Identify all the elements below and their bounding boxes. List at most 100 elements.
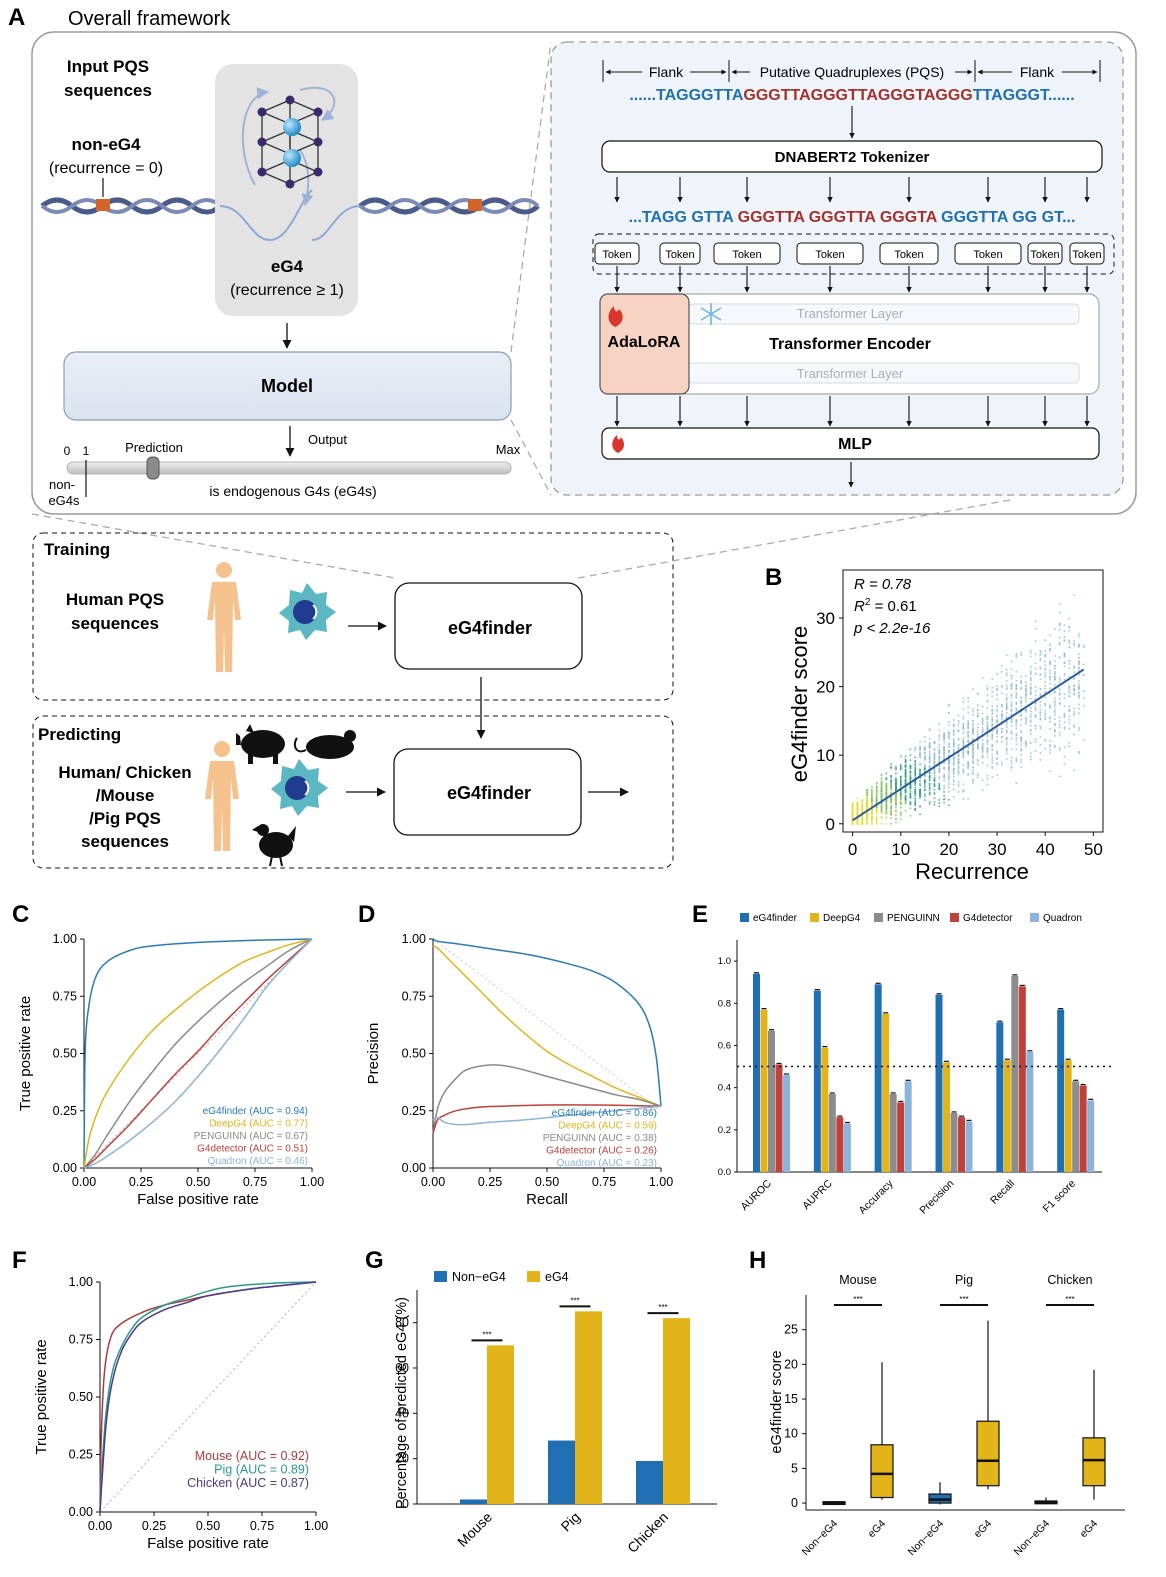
scatter-point [996,673,998,675]
token-text: GTTA [687,209,734,226]
scatter-point [866,816,868,819]
scatter-point [899,764,902,766]
scatter-point [933,777,936,779]
scatter-point [1054,679,1056,681]
scatter-point [948,760,950,763]
scatter-point [890,789,892,791]
x-group-label: Non−eG4 [800,1518,841,1559]
scatter-point [856,822,859,825]
scatter-point [972,688,974,690]
scatter-point [1015,757,1018,760]
scatter-point [1010,737,1013,740]
training-panel: Training Human PQS sequences eG4finder [31,499,1011,739]
y-tick-label: 15 [784,1392,798,1406]
y-tick-label: 1.00 [69,1275,93,1289]
scatter-point [885,785,888,788]
legend-entry: PENGUINN (AUC = 0.38) [543,1133,657,1144]
scatter-point [1010,660,1013,663]
scatter-point [957,761,960,763]
scatter-point [890,800,892,802]
scatter-point [957,759,960,761]
token-box-label: Token [665,249,694,261]
scatter-point [957,744,960,747]
flank-brackets [602,60,1101,82]
scatter-point [856,802,859,804]
scatter-point [1001,685,1003,688]
scatter-point [933,788,936,791]
scatter-point [962,741,965,744]
scatter-point [1058,697,1061,700]
scatter-point [895,799,897,802]
scatter-point [1054,671,1056,673]
scatter-point [909,793,912,796]
scatter-point [1049,717,1051,720]
y-tick-label: 60 [395,1361,409,1375]
legend-entry: DeepG4 (AUC = 0.59) [558,1121,657,1132]
scatter-point [1049,649,1051,652]
scatter-point [1001,720,1003,723]
scatter-point [1010,688,1013,690]
scatter-point [895,821,897,824]
facet-label: Mouse [839,1273,877,1287]
scatter-point [952,788,955,791]
scatter-point [1001,685,1003,687]
scatter-point [899,794,902,797]
scatter-point [1039,673,1042,676]
scatter-point [948,750,950,752]
scatter-point [933,762,936,764]
scatter-point [1005,731,1008,734]
x-tick-label: 0.00 [88,1519,112,1533]
scatter-point [1039,708,1042,711]
scatter-point [851,821,854,824]
scatter-point [875,800,878,803]
scatter-point [952,739,955,742]
scatter-point [981,727,984,729]
scatter-point [895,768,897,771]
scatter-point [871,793,873,796]
scatter-point [1078,697,1080,699]
scatter-point [1005,738,1008,740]
significance-label: *** [1065,1295,1074,1304]
scatter-point [991,716,994,718]
legend-swatch [810,913,819,922]
scatter-point [1015,696,1018,699]
panel-d: 0.00 0.25 0.50 0.75 1.000.000.250.500.751.00… [365,932,673,1208]
scatter-point [1029,733,1032,735]
y-tick-label: 0.50 [53,1047,77,1061]
scatter-point [914,790,917,793]
tokenizer-label: DNABERT2 Tokenizer [775,149,930,166]
scatter-point [895,814,897,816]
scatter-point [1015,759,1018,762]
scatter-point [977,745,979,747]
x-group-label: eG4 [1078,1518,1101,1541]
scatter-point [875,792,878,795]
facet-label: Chicken [1047,1273,1092,1287]
tokenizer-box [601,140,1103,173]
scatter-point [1063,624,1066,626]
scatter-point [1054,718,1056,721]
scatter-point [909,786,912,789]
scatter-point [890,807,892,810]
scatter-point [875,797,878,800]
scatter-point [871,808,873,811]
scatter-point [1082,690,1085,692]
legend-entry: DeepG4 (AUC = 0.77) [209,1119,308,1130]
scatter-point [1025,688,1027,691]
scatter-point [928,753,931,756]
scatter-point [1029,671,1032,674]
scatter-point [952,743,955,746]
scatter-point [1073,684,1075,687]
predicting-box [32,715,674,869]
scatter-point [880,793,883,795]
scatter-point [1001,710,1003,713]
scatter-point [904,803,907,805]
scatter-point [1020,696,1022,699]
x-tick-label: 10 [891,840,910,859]
scatter-point [1010,717,1013,719]
scatter-point [943,741,945,744]
scatter-point [904,796,907,798]
scatter-point [1068,722,1071,725]
scatter-point [1010,756,1013,759]
scatter-point [952,771,955,774]
